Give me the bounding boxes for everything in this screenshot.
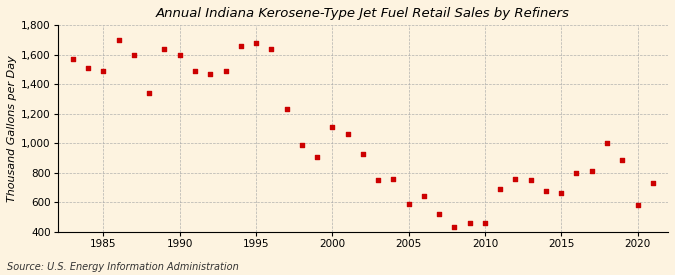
Point	[373, 178, 383, 182]
Point	[556, 191, 566, 196]
Point	[266, 47, 277, 51]
Title: Annual Indiana Kerosene-Type Jet Fuel Retail Sales by Refiners: Annual Indiana Kerosene-Type Jet Fuel Re…	[156, 7, 570, 20]
Point	[190, 69, 200, 73]
Point	[587, 169, 597, 174]
Point	[174, 53, 185, 57]
Point	[510, 177, 521, 181]
Point	[220, 69, 231, 73]
Point	[144, 91, 155, 95]
Point	[571, 170, 582, 175]
Point	[403, 202, 414, 206]
Text: Source: U.S. Energy Information Administration: Source: U.S. Energy Information Administ…	[7, 262, 238, 272]
Point	[632, 203, 643, 208]
Point	[128, 53, 139, 57]
Point	[449, 225, 460, 230]
Point	[296, 143, 307, 147]
Point	[388, 177, 399, 181]
Point	[358, 152, 369, 156]
Point	[205, 72, 216, 76]
Point	[250, 41, 261, 45]
Point	[159, 47, 170, 51]
Point	[281, 107, 292, 112]
Point	[479, 221, 490, 225]
Point	[312, 154, 323, 159]
Point	[83, 66, 94, 70]
Point	[541, 188, 551, 193]
Point	[434, 212, 445, 216]
Point	[68, 57, 78, 61]
Point	[327, 125, 338, 129]
Point	[236, 44, 246, 48]
Point	[495, 187, 506, 191]
Point	[418, 194, 429, 199]
Point	[113, 38, 124, 42]
Point	[464, 221, 475, 225]
Point	[342, 132, 353, 137]
Y-axis label: Thousand Gallons per Day: Thousand Gallons per Day	[7, 55, 17, 202]
Point	[98, 69, 109, 73]
Point	[601, 141, 612, 145]
Point	[647, 181, 658, 185]
Point	[617, 157, 628, 162]
Point	[525, 178, 536, 182]
